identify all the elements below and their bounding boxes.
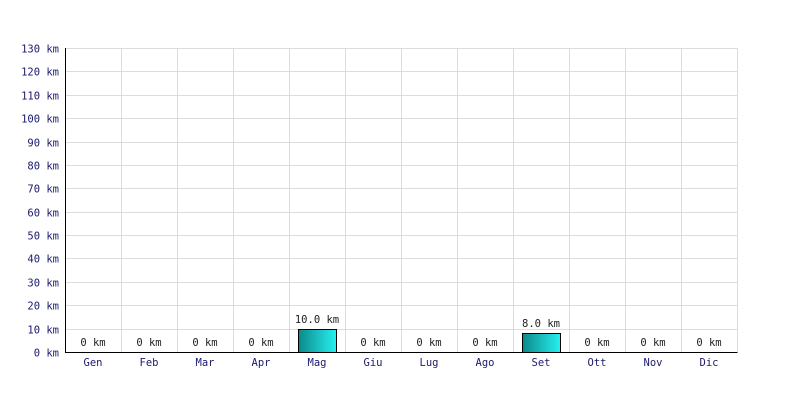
data-label-ott: 0 km — [584, 337, 609, 349]
x-tick-label: Nov — [644, 357, 663, 369]
y-tick-label: 120 km — [21, 67, 59, 79]
x-tick-label: Lug — [420, 357, 439, 369]
axes — [65, 48, 738, 353]
x-tick-label: Gen — [84, 357, 103, 369]
data-label-dic: 0 km — [696, 337, 721, 349]
y-tick-label: 90 km — [27, 138, 59, 150]
y-axis-ticks: 0 km 10 km 20 km 30 km 40 km 50 km 60 km 70 km 8… — [21, 44, 59, 360]
y-tick-label: 0 km — [34, 348, 59, 360]
y-tick-label: 50 km — [27, 231, 59, 243]
bar-mag — [298, 329, 337, 353]
x-tick-label: Dic — [700, 357, 719, 369]
data-label-mag: 10.0 km — [295, 314, 339, 326]
x-tick-label: Ago — [476, 357, 495, 369]
y-tick-label: 40 km — [27, 254, 59, 266]
data-label-nov: 0 km — [640, 337, 665, 349]
data-label-apr: 0 km — [248, 337, 273, 349]
data-label-feb: 0 km — [136, 337, 161, 349]
y-tick-label: 130 km — [21, 44, 59, 56]
data-labels: 0 km 0 km 0 km 0 km 10.0 km 0 km 0 km 0 km 8.0 k… — [80, 314, 721, 349]
y-tick-label: 20 km — [27, 301, 59, 313]
data-label-ago: 0 km — [472, 337, 497, 349]
x-tick-label: Mag — [308, 357, 327, 369]
y-tick-label: 110 km — [21, 91, 59, 103]
grid — [65, 48, 738, 352]
y-tick-label: 10 km — [27, 325, 59, 337]
bars — [298, 329, 561, 353]
bar-set — [522, 333, 561, 353]
y-tick-label: 80 km — [27, 161, 59, 173]
x-tick-label: Giu — [364, 357, 383, 369]
data-label-lug: 0 km — [416, 337, 441, 349]
data-label-giu: 0 km — [360, 337, 385, 349]
y-tick-label: 100 km — [21, 114, 59, 126]
x-tick-label: Ott — [588, 357, 607, 369]
x-tick-label: Feb — [140, 357, 159, 369]
y-tick-label: 60 km — [27, 208, 59, 220]
data-label-set: 8.0 km — [522, 318, 560, 330]
data-label-gen: 0 km — [80, 337, 105, 349]
x-axis-ticks: Gen Feb Mar Apr Mag Giu Lug Ago Set Ott Nov Dic — [84, 357, 719, 369]
x-tick-label: Set — [532, 357, 551, 369]
y-tick-label: 70 km — [27, 184, 59, 196]
y-tick-label: 30 km — [27, 278, 59, 290]
x-tick-label: Apr — [252, 357, 271, 369]
data-label-mar: 0 km — [192, 337, 217, 349]
x-tick-label: Mar — [196, 357, 215, 369]
